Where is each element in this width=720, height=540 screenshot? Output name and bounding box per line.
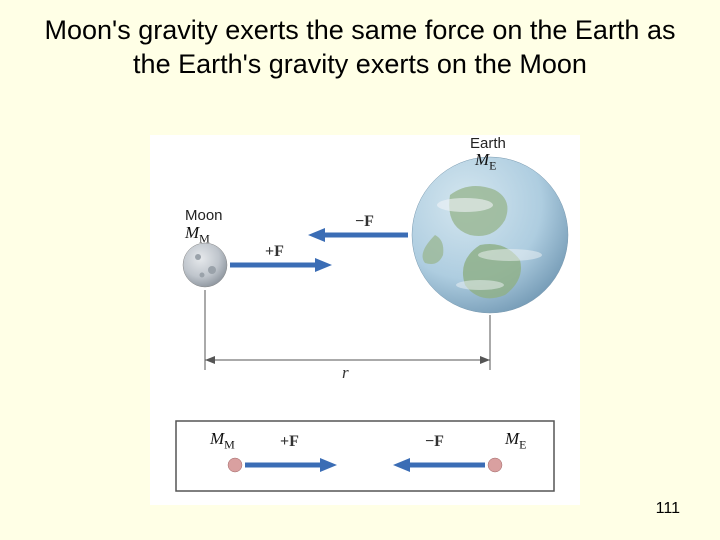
plus-f-label-bottom: +F	[280, 433, 299, 451]
plus-f-label-top: +F	[265, 243, 284, 261]
minus-f-label-top: −F	[355, 213, 374, 231]
mass-moon-label-bottom: MM	[210, 429, 235, 452]
mass-earth-sub-bottom: E	[519, 437, 526, 451]
mass-earth-sub: E	[489, 158, 496, 172]
earth-moon-diagram	[150, 135, 580, 395]
mass-earth-symbol: M	[475, 150, 489, 169]
mass-moon-sub-bottom: M	[224, 437, 235, 451]
mass-earth-label: ME	[475, 150, 497, 173]
slide-title: Moon's gravity exerts the same force on …	[0, 0, 720, 82]
mass-earth-label-bottom: ME	[505, 429, 527, 452]
r-label: r	[342, 363, 349, 383]
mass-moon-sub: M	[199, 231, 210, 245]
diagram-figure: Moon MM Earth ME +F −F r MM ME +F −F	[150, 135, 580, 505]
mass-moon-label: MM	[185, 223, 210, 246]
mass-earth-symbol-bottom: M	[505, 429, 519, 448]
mass-moon-symbol-bottom: M	[210, 429, 224, 448]
mass-moon-symbol: M	[185, 223, 199, 242]
page-number: 111	[656, 500, 680, 518]
moon-label: Moon	[185, 207, 223, 224]
minus-f-label-bottom: −F	[425, 433, 444, 451]
